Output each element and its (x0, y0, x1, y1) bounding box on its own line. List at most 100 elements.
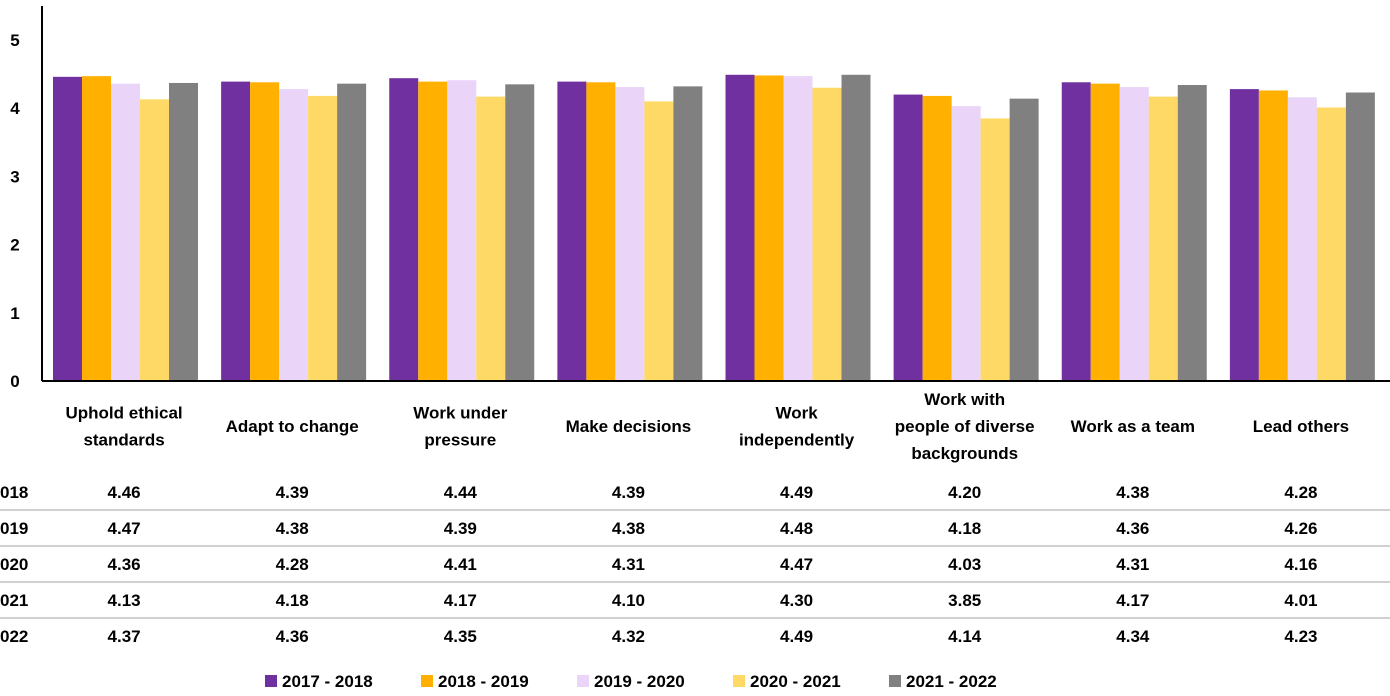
legend-swatch (265, 675, 277, 687)
category-label: Uphold ethical (66, 404, 183, 423)
table-cell: 4.36 (276, 627, 309, 646)
table-cell: 4.10 (612, 591, 645, 610)
table-cell: 4.47 (780, 555, 813, 574)
legend-swatch (421, 675, 433, 687)
bar-3-4 (615, 87, 645, 382)
bar-1-8 (1229, 89, 1259, 381)
table-row-label: 018 (0, 483, 28, 502)
legend-swatch (889, 675, 901, 687)
category-label: Work (775, 404, 818, 423)
table-cell: 4.39 (444, 519, 477, 538)
bar-5-8 (1345, 92, 1375, 381)
table-cell: 4.13 (108, 591, 141, 610)
table-cell: 4.28 (1284, 483, 1317, 502)
table-cell: 4.47 (108, 519, 141, 538)
y-tick-label: 1 (10, 304, 19, 323)
category-label: Lead others (1253, 417, 1349, 436)
bar-5-1 (169, 82, 198, 381)
axes-layer: 0 1 2 3 4 5 (10, 6, 1390, 391)
bar-3-7 (1119, 87, 1149, 382)
table-cell: 4.28 (276, 555, 309, 574)
category-label: Make decisions (566, 417, 692, 436)
table-cell: 4.39 (612, 483, 645, 502)
table-cell: 4.36 (108, 555, 141, 574)
y-tick-label: 4 (10, 99, 20, 118)
bar-3-5 (783, 76, 813, 382)
category-label: Work as a team (1071, 417, 1195, 436)
table-cell: 4.23 (1284, 627, 1317, 646)
bar-4-7 (1148, 96, 1178, 381)
table-cell: 4.01 (1284, 591, 1317, 610)
legend-label: 2018 - 2019 (438, 672, 529, 691)
bar-4-1 (140, 99, 169, 382)
category-label: standards (83, 431, 164, 450)
table-row-label: 019 (0, 519, 28, 538)
category-label: independently (739, 431, 855, 450)
bar-3-2 (279, 89, 309, 381)
table-cell: 4.44 (444, 483, 478, 502)
bar-2-2 (250, 82, 280, 381)
bar-2-4 (586, 82, 616, 381)
table-cell: 4.16 (1284, 555, 1317, 574)
table-cell: 4.14 (948, 627, 982, 646)
bar-3-8 (1287, 97, 1317, 382)
table-row-label: 020 (0, 555, 28, 574)
bars-layer (53, 74, 1375, 382)
bar-2-8 (1258, 90, 1288, 381)
bar-1-5 (725, 74, 755, 382)
y-tick-label: 3 (10, 167, 19, 186)
bar-5-4 (673, 86, 703, 381)
table-cell: 4.49 (780, 483, 813, 502)
table-cell: 4.39 (276, 483, 309, 502)
bar-4-3 (476, 96, 506, 381)
bar-1-3 (389, 78, 419, 381)
table-cell: 4.34 (1116, 627, 1150, 646)
bar-4-2 (308, 95, 338, 381)
table-cell: 4.38 (612, 519, 645, 538)
table-cell: 4.03 (948, 555, 981, 574)
table-cell: 4.41 (444, 555, 477, 574)
legend-swatch (577, 675, 589, 687)
table-cell: 4.31 (1116, 555, 1149, 574)
data-table: 018 4.46 4.39 4.44 4.39 4.49 4.20 4.38 4.28 019 4.… (0, 483, 1390, 646)
bar-1-7 (1061, 82, 1091, 381)
bar-2-5 (754, 75, 784, 382)
legend-label: 2019 - 2020 (594, 672, 685, 691)
category-labels: Uphold ethical standards Adapt to change Wo… (66, 390, 1350, 463)
table-cell: 4.17 (1116, 591, 1149, 610)
table-row-label: 022 (0, 627, 28, 646)
legend: 2017 - 2018 2018 - 2019 2019 - 2020 2020 - … (265, 672, 997, 691)
category-label: Work with (924, 390, 1005, 409)
bar-4-4 (644, 101, 674, 381)
table-cell: 4.49 (780, 627, 813, 646)
y-tick-label: 5 (10, 31, 19, 50)
legend-label: 2017 - 2018 (282, 672, 373, 691)
bar-5-3 (505, 84, 535, 381)
y-tick-label: 0 (10, 372, 19, 391)
table-cell: 4.32 (612, 627, 645, 646)
table-cell: 4.17 (444, 591, 477, 610)
table-cell: 4.18 (948, 519, 981, 538)
bar-1-1 (53, 76, 82, 381)
category-label: Adapt to change (226, 417, 359, 436)
legend-swatch (733, 675, 745, 687)
table-cell: 4.36 (1116, 519, 1149, 538)
bar-2-7 (1090, 83, 1120, 381)
table-cell: 4.30 (780, 591, 813, 610)
bar-3-6 (951, 106, 981, 382)
bar-4-5 (812, 87, 842, 382)
bar-1-2 (221, 81, 251, 382)
legend-label: 2021 - 2022 (906, 672, 997, 691)
bar-1-4 (557, 81, 587, 382)
bar-3-3 (447, 80, 477, 381)
bar-2-6 (922, 95, 952, 381)
table-cell: 4.18 (276, 591, 309, 610)
table-row-label: 021 (0, 591, 28, 610)
bar-2-1 (82, 76, 111, 382)
table-cell: 4.20 (948, 483, 981, 502)
bar-2-3 (418, 81, 448, 382)
bar-4-8 (1316, 107, 1346, 381)
table-cell: 4.46 (108, 483, 141, 502)
table-cell: 4.31 (612, 555, 645, 574)
